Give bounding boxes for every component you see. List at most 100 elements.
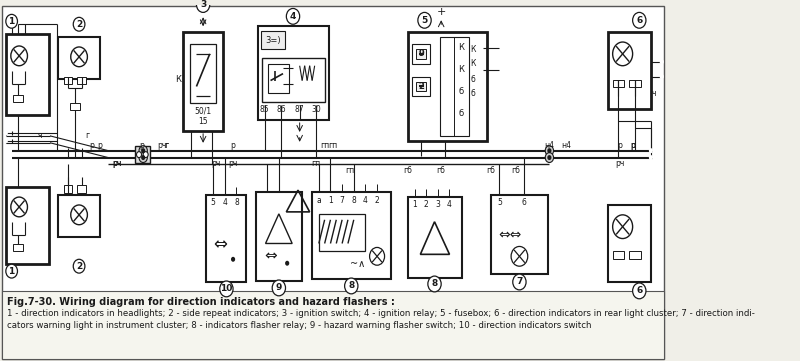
Text: 2: 2 <box>424 200 429 209</box>
Circle shape <box>137 152 142 157</box>
Text: 3=): 3=) <box>266 35 281 44</box>
Text: ⇔: ⇔ <box>213 235 226 253</box>
Circle shape <box>547 148 551 153</box>
Text: 2: 2 <box>374 196 379 205</box>
Circle shape <box>613 215 633 239</box>
Text: cators warning light in instrument cluster; 8 - indicators flasher relay; 9 - ha: cators warning light in instrument clust… <box>6 321 591 330</box>
Bar <box>78 77 86 84</box>
Circle shape <box>74 17 85 31</box>
Text: 8: 8 <box>351 196 356 205</box>
Text: 87: 87 <box>295 105 305 114</box>
Circle shape <box>139 153 147 162</box>
Circle shape <box>513 274 526 290</box>
Bar <box>412 44 430 64</box>
Bar <box>14 244 23 251</box>
Circle shape <box>197 0 210 12</box>
Text: +: + <box>437 7 446 17</box>
Text: 5: 5 <box>422 16 428 25</box>
Bar <box>630 79 641 87</box>
Text: 1 - direction indicators in headlights; 2 - side repeat indicators; 3 - ignition: 1 - direction indicators in headlights; … <box>6 309 754 318</box>
Bar <box>408 32 487 141</box>
Text: 15: 15 <box>198 117 208 126</box>
Bar <box>2 291 664 359</box>
Bar <box>64 77 73 84</box>
Circle shape <box>418 12 431 28</box>
Circle shape <box>286 8 300 24</box>
Bar <box>6 187 49 264</box>
Bar <box>135 146 150 164</box>
Text: К: К <box>470 59 475 68</box>
Bar <box>613 251 624 259</box>
Text: гб: гб <box>486 166 495 175</box>
Circle shape <box>633 12 646 28</box>
Bar <box>491 195 548 274</box>
Text: 30: 30 <box>311 105 321 114</box>
Bar <box>608 205 651 282</box>
Text: а: а <box>317 196 321 205</box>
Text: рч: рч <box>158 141 167 150</box>
Bar <box>608 32 651 109</box>
Bar <box>630 251 641 259</box>
Text: н4: н4 <box>544 141 554 150</box>
Circle shape <box>4 138 8 143</box>
Text: 1: 1 <box>328 196 333 205</box>
Text: 1: 1 <box>9 17 14 26</box>
Text: 86: 86 <box>277 105 286 114</box>
Text: гп: гп <box>320 141 330 150</box>
Text: рч: рч <box>228 159 238 168</box>
Circle shape <box>4 130 8 135</box>
Text: б: б <box>470 89 475 98</box>
Circle shape <box>6 14 18 28</box>
Text: 1: 1 <box>9 267 14 276</box>
Circle shape <box>546 146 554 156</box>
Text: ч: ч <box>651 89 656 98</box>
Text: 8: 8 <box>348 282 354 291</box>
Circle shape <box>220 281 233 297</box>
Bar <box>613 79 624 87</box>
Circle shape <box>11 46 27 66</box>
Text: 3: 3 <box>435 200 440 209</box>
Text: р: р <box>630 141 635 150</box>
Text: ч: ч <box>38 131 42 140</box>
Circle shape <box>546 153 554 162</box>
Text: 6: 6 <box>522 199 527 208</box>
Bar <box>78 185 86 193</box>
Circle shape <box>143 152 148 157</box>
Circle shape <box>74 259 85 273</box>
Text: гп: гп <box>312 159 321 168</box>
Text: 8: 8 <box>431 279 438 288</box>
Bar <box>408 197 462 278</box>
Text: 2: 2 <box>76 20 82 29</box>
Bar <box>58 37 100 79</box>
Circle shape <box>633 283 646 299</box>
Bar <box>70 103 80 110</box>
Bar <box>268 64 289 93</box>
Text: 6: 6 <box>636 286 642 295</box>
Bar <box>6 34 49 115</box>
Circle shape <box>272 280 286 296</box>
Text: гп: гп <box>345 166 354 175</box>
Circle shape <box>649 155 653 160</box>
Bar <box>206 195 246 282</box>
Circle shape <box>428 276 441 292</box>
Circle shape <box>345 278 358 294</box>
Circle shape <box>547 155 551 160</box>
Circle shape <box>623 326 646 354</box>
Circle shape <box>70 47 87 67</box>
Text: рч: рч <box>112 159 122 168</box>
Text: гб: гб <box>512 166 521 175</box>
Text: ~∧: ~∧ <box>350 259 366 269</box>
Text: 4: 4 <box>447 200 452 209</box>
Text: б: б <box>470 75 475 84</box>
Text: 5: 5 <box>497 199 502 208</box>
Bar <box>14 95 23 102</box>
Text: 4: 4 <box>222 199 227 208</box>
Text: г: г <box>165 141 169 150</box>
Circle shape <box>649 148 653 153</box>
Text: 9: 9 <box>276 283 282 292</box>
Bar <box>319 214 365 251</box>
Text: рч: рч <box>615 159 625 168</box>
Text: 50/1: 50/1 <box>194 106 212 116</box>
Circle shape <box>613 42 633 66</box>
Text: 85: 85 <box>260 105 270 114</box>
